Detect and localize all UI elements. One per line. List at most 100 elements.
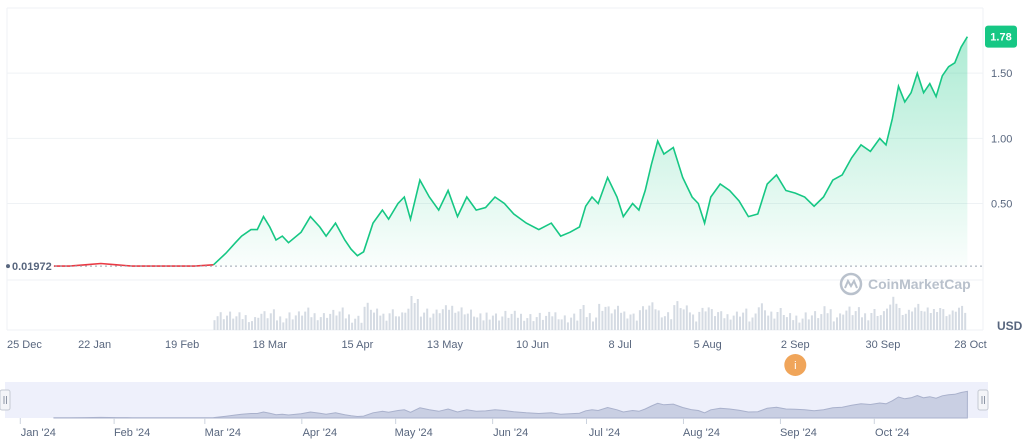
volume-bar xyxy=(548,311,551,330)
volume-bar xyxy=(435,309,438,330)
volume-bar xyxy=(488,319,491,331)
x-tick-label: 2 Sep xyxy=(781,339,810,351)
volume-bar xyxy=(541,319,544,330)
volume-bar xyxy=(326,317,329,330)
volume-bar xyxy=(363,306,366,331)
volume-bar xyxy=(419,316,422,330)
volume-bar xyxy=(629,314,632,330)
volume-bar xyxy=(961,305,964,330)
volume-bar xyxy=(357,315,360,330)
coinmarketcap-watermark: CoinMarketCap xyxy=(839,272,971,296)
volume-bar xyxy=(338,311,341,330)
price-area-fill xyxy=(53,36,968,267)
volume-bar xyxy=(307,307,310,330)
navigator-tick-label: Jun '24 xyxy=(493,427,528,439)
volume-bar xyxy=(870,313,873,330)
current-price-badge: 1.78 xyxy=(985,25,1017,48)
volume-bar xyxy=(332,309,335,330)
y-axis-ticks: 0.50 1.00 1.50 xyxy=(991,68,1012,210)
volume-bar xyxy=(717,312,720,330)
volume-bar xyxy=(385,320,388,330)
navigator-tick-label: Oct '24 xyxy=(875,427,910,439)
volume-bar xyxy=(698,311,701,330)
y-tick-label: 1.50 xyxy=(991,68,1012,80)
volume-bar xyxy=(826,313,829,330)
x-tick-label: 13 May xyxy=(427,339,464,351)
volume-bar xyxy=(451,305,454,330)
volume-bar xyxy=(241,319,244,330)
price-line xyxy=(53,36,969,267)
volume-bar xyxy=(557,319,560,330)
volume-bar xyxy=(404,312,407,330)
volume-bar xyxy=(319,317,322,330)
volume-bar xyxy=(917,303,920,330)
volume-bar xyxy=(814,311,817,330)
volume-bar xyxy=(423,312,426,330)
navigator-right-handle-grip[interactable] xyxy=(977,389,989,411)
volume-bar xyxy=(457,311,460,330)
volume-bar xyxy=(482,320,485,330)
volume-bar xyxy=(391,309,394,330)
volume-bar xyxy=(322,313,325,330)
volume-bar xyxy=(926,307,929,330)
volume-bar xyxy=(401,312,404,331)
volume-bar xyxy=(216,316,219,330)
volume-bar xyxy=(604,306,607,330)
volume-bar xyxy=(948,314,951,330)
volume-bar xyxy=(313,313,316,330)
volume-bar xyxy=(904,313,907,331)
volume-bar xyxy=(789,313,792,330)
volume-bar xyxy=(851,315,854,330)
volume-bar xyxy=(219,312,222,330)
volume-bar xyxy=(773,318,776,330)
volume-bar xyxy=(638,310,641,330)
volume-bar xyxy=(301,315,304,330)
volume-bar xyxy=(526,318,529,330)
volume-bar xyxy=(426,308,429,330)
range-navigator[interactable]: Jan '24 Feb '24 Mar '24 Apr '24 May '24 Jun '… xyxy=(0,382,989,439)
volume-bar xyxy=(654,309,657,330)
volume-bar xyxy=(692,314,695,330)
volume-bar xyxy=(491,315,494,331)
volume-bar xyxy=(742,312,745,330)
event-info-badge[interactable]: i xyxy=(784,354,807,376)
volume-bar xyxy=(682,309,685,330)
x-tick-label: 15 Apr xyxy=(341,339,373,351)
current-price-badge-bg xyxy=(985,25,1017,48)
volume-bar xyxy=(779,308,782,330)
volume-bar xyxy=(801,318,804,330)
volume-bar xyxy=(366,302,369,331)
volume-bar xyxy=(726,314,729,330)
volume-bar xyxy=(598,303,601,330)
volume-bar xyxy=(226,315,228,330)
volume-bar xyxy=(829,309,832,330)
navigator-left-handle[interactable] xyxy=(0,389,11,411)
volume-bar xyxy=(410,296,413,330)
navigator-tick-label: Sep '24 xyxy=(780,427,817,439)
volume-bar xyxy=(535,317,538,330)
volume-bar xyxy=(770,311,773,330)
volume-bar xyxy=(582,305,585,330)
volume-bar xyxy=(282,322,285,330)
volume-bar xyxy=(804,312,807,330)
volume-bar xyxy=(416,299,419,330)
volume-bar xyxy=(288,312,291,330)
volume-bar xyxy=(369,309,372,331)
volume-bar xyxy=(945,316,948,330)
volume-bar xyxy=(563,315,566,330)
x-tick-label: 8 Jul xyxy=(609,339,632,351)
volume-bar xyxy=(341,307,344,330)
volume-bar xyxy=(842,314,845,330)
navigator-left-handle-grip[interactable] xyxy=(0,389,11,411)
info-icon[interactable] xyxy=(784,354,807,376)
volume-bar xyxy=(632,313,635,330)
volume-bar xyxy=(729,319,732,330)
navigator-right-handle[interactable] xyxy=(977,389,989,411)
volume-bar xyxy=(510,313,513,330)
currency-unit: USD xyxy=(997,319,1023,333)
volume-bar xyxy=(532,321,535,330)
volume-bar xyxy=(889,304,892,330)
start-price-label: 0.01972 xyxy=(12,261,52,273)
volume-bar xyxy=(460,307,463,330)
volume-bar xyxy=(635,320,638,330)
